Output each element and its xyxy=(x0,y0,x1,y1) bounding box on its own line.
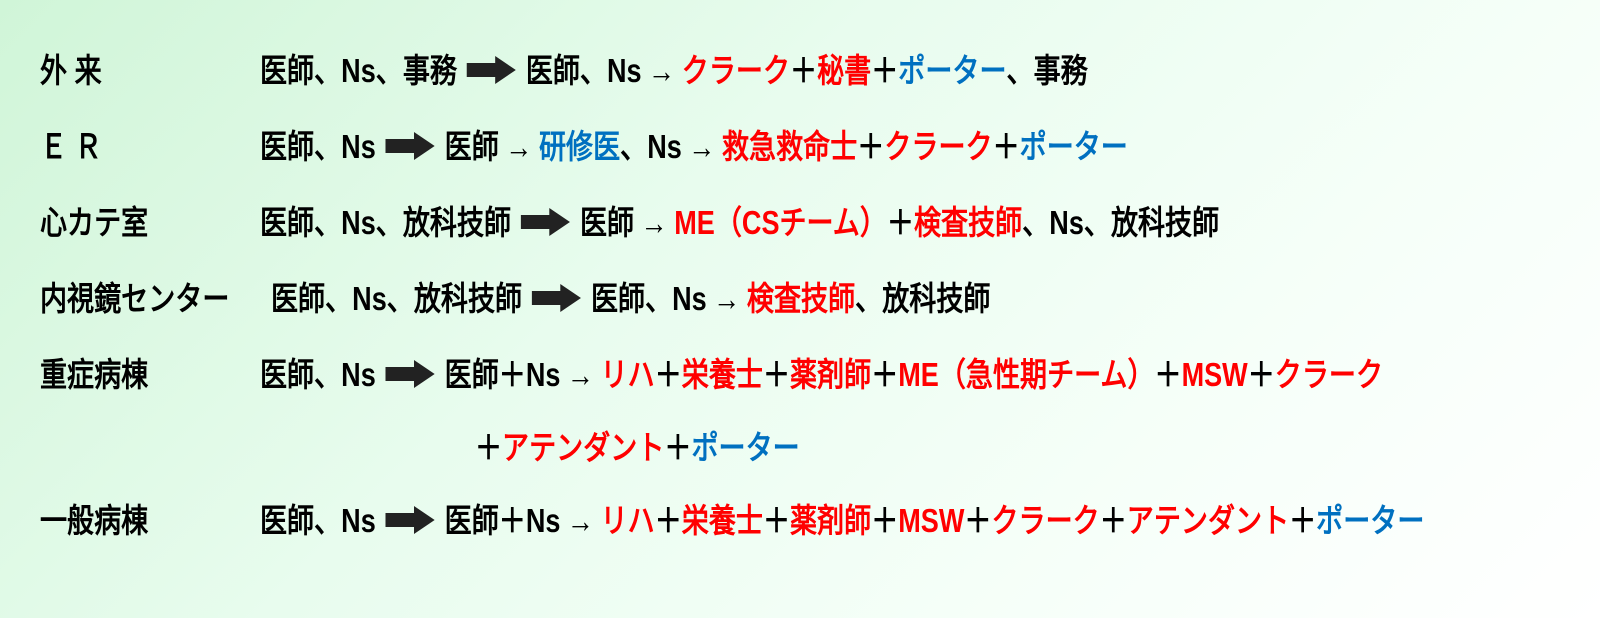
text-segment: MSW xyxy=(1182,358,1248,391)
row-label: 外 来 xyxy=(40,54,220,87)
text-segment: ＋ xyxy=(1100,504,1127,537)
text-segment: ＋ xyxy=(1155,358,1182,391)
diagram-row: 一般病棟医師、Ns 医師＋Ns → リハ＋栄養士＋薬剤師＋MSW＋クラーク＋アテ… xyxy=(40,482,1570,558)
row-label: 内視鏡センター xyxy=(40,282,229,315)
diagram-row: 外 来医師、Ns、事務 医師、Ns → クラーク＋秘書＋ポーター、事務 xyxy=(40,32,1570,108)
text-segment: ポーター xyxy=(691,431,799,464)
row-content: 医師、Ns 医師＋Ns → リハ＋栄養士＋薬剤師＋MSW＋クラーク＋アテンダント… xyxy=(260,504,1424,537)
text-segment: ＋ xyxy=(857,130,884,163)
text-segment: クラーク xyxy=(1275,358,1383,391)
row-label: 重症病棟 xyxy=(40,358,220,391)
row-label: Ｅ Ｒ xyxy=(40,130,220,163)
text-segment: ＋ xyxy=(664,431,691,464)
row-content: 医師、Ns、事務 医師、Ns → クラーク＋秘書＋ポーター、事務 xyxy=(260,54,1088,87)
text-segment: クラーク xyxy=(991,504,1099,537)
text-segment: 薬剤師 xyxy=(790,504,871,537)
text-segment: 検査技師 xyxy=(747,282,855,315)
text-segment: ＋ xyxy=(790,54,817,87)
diagram-row: Ｅ Ｒ医師、Ns 医師 → 研修医、Ns → 救急救命士＋クラーク＋ポーター xyxy=(40,108,1570,184)
text-segment: 救急救命士 xyxy=(722,130,857,163)
big-arrow-icon xyxy=(386,132,435,160)
text-segment: ＋ xyxy=(993,130,1020,163)
text-segment: クラーク xyxy=(884,130,992,163)
text-segment: ＋ xyxy=(887,206,914,239)
text-segment: 医師 xyxy=(580,206,634,239)
text-segment: 医師＋Ns xyxy=(445,504,561,537)
text-segment: 医師、Ns xyxy=(260,358,376,391)
thin-arrow-icon: → xyxy=(648,54,675,87)
staffing-diagram: 外 来医師、Ns、事務 医師、Ns → クラーク＋秘書＋ポーター、事務Ｅ Ｒ医師… xyxy=(40,32,1570,558)
row-content: 医師、Ns 医師 → 研修医、Ns → 救急救命士＋クラーク＋ポーター xyxy=(260,130,1128,163)
text-segment: 検査技師 xyxy=(914,206,1022,239)
row-label: 心カテ室 xyxy=(40,206,220,239)
text-segment: 医師 xyxy=(445,130,499,163)
text-segment: 医師、Ns、放科技師 xyxy=(260,206,511,239)
text-segment: ＋ xyxy=(655,504,682,537)
big-arrow-icon xyxy=(386,360,435,388)
text-segment: ポーター xyxy=(1020,130,1128,163)
diagram-row: 重症病棟医師、Ns 医師＋Ns → リハ＋栄養士＋薬剤師＋ME（急性期チーム）＋… xyxy=(40,336,1570,412)
row-label: 一般病棟 xyxy=(40,504,220,537)
text-segment: ＋ xyxy=(871,54,898,87)
text-segment: ＋ xyxy=(763,504,790,537)
text-segment: ＋ xyxy=(964,504,991,537)
text-segment: リハ xyxy=(601,358,655,391)
text-segment: 、Ns、放科技師 xyxy=(1022,206,1219,239)
text-segment: 研修医 xyxy=(539,130,620,163)
text-segment: 栄養士 xyxy=(682,358,763,391)
text-segment: 、事務 xyxy=(1007,54,1088,87)
text-segment: ＋ xyxy=(871,504,898,537)
text-segment: ＋ xyxy=(475,431,502,464)
diagram-row-continuation: ＋アテンダント＋ポーター xyxy=(40,412,1570,482)
text-segment: 医師、Ns、事務 xyxy=(260,54,457,87)
text-segment: ME（CSチーム） xyxy=(674,206,887,239)
text-segment: 、Ns xyxy=(620,130,682,163)
text-segment: ＋ xyxy=(871,358,898,391)
text-segment: リハ xyxy=(601,504,655,537)
row-content: 医師、Ns 医師＋Ns → リハ＋栄養士＋薬剤師＋ME（急性期チーム）＋MSW＋… xyxy=(260,358,1383,391)
text-segment: ポーター xyxy=(898,54,1006,87)
text-segment: 医師、Ns xyxy=(260,130,376,163)
text-segment: 薬剤師 xyxy=(790,358,871,391)
text-segment: 医師、Ns、放科技師 xyxy=(271,282,522,315)
text-segment: ＋ xyxy=(763,358,790,391)
text-segment: アテンダント xyxy=(1127,504,1289,537)
thin-arrow-icon: → xyxy=(713,282,740,315)
text-segment: 医師、Ns xyxy=(260,504,376,537)
diagram-row: 内視鏡センター 医師、Ns、放科技師 医師、Ns → 検査技師、放科技師 xyxy=(40,260,1570,336)
text-segment: ＋ xyxy=(1248,358,1275,391)
text-segment: 栄養士 xyxy=(682,504,763,537)
row-content-continuation: ＋アテンダント＋ポーター xyxy=(475,431,800,464)
row-content: 医師、Ns、放科技師 医師、Ns → 検査技師、放科技師 xyxy=(271,282,990,315)
text-segment: 秘書 xyxy=(817,54,871,87)
text-segment: ポーター xyxy=(1316,504,1424,537)
text-segment: クラーク xyxy=(682,54,790,87)
thin-arrow-icon: → xyxy=(641,206,668,239)
thin-arrow-icon: → xyxy=(505,130,532,163)
row-content: 医師、Ns、放科技師 医師 → ME（CSチーム）＋検査技師、Ns、放科技師 xyxy=(260,206,1219,239)
diagram-row: 心カテ室 医師、Ns、放科技師 医師 → ME（CSチーム）＋検査技師、Ns、放科… xyxy=(40,184,1570,260)
big-arrow-icon xyxy=(521,208,570,236)
text-segment: 医師、Ns xyxy=(591,282,707,315)
big-arrow-icon xyxy=(467,56,516,84)
thin-arrow-icon: → xyxy=(688,130,715,163)
text-segment: アテンダント xyxy=(502,431,664,464)
big-arrow-icon xyxy=(386,506,435,534)
big-arrow-icon xyxy=(532,284,581,312)
text-segment: MSW xyxy=(898,504,964,537)
text-segment: ME（急性期チーム） xyxy=(898,358,1154,391)
text-segment: ＋ xyxy=(655,358,682,391)
text-segment: 、放科技師 xyxy=(855,282,990,315)
text-segment: ＋ xyxy=(1289,504,1316,537)
thin-arrow-icon: → xyxy=(567,504,594,537)
text-segment: 医師＋Ns xyxy=(445,358,561,391)
text-segment: 医師、Ns xyxy=(526,54,642,87)
thin-arrow-icon: → xyxy=(567,358,594,391)
